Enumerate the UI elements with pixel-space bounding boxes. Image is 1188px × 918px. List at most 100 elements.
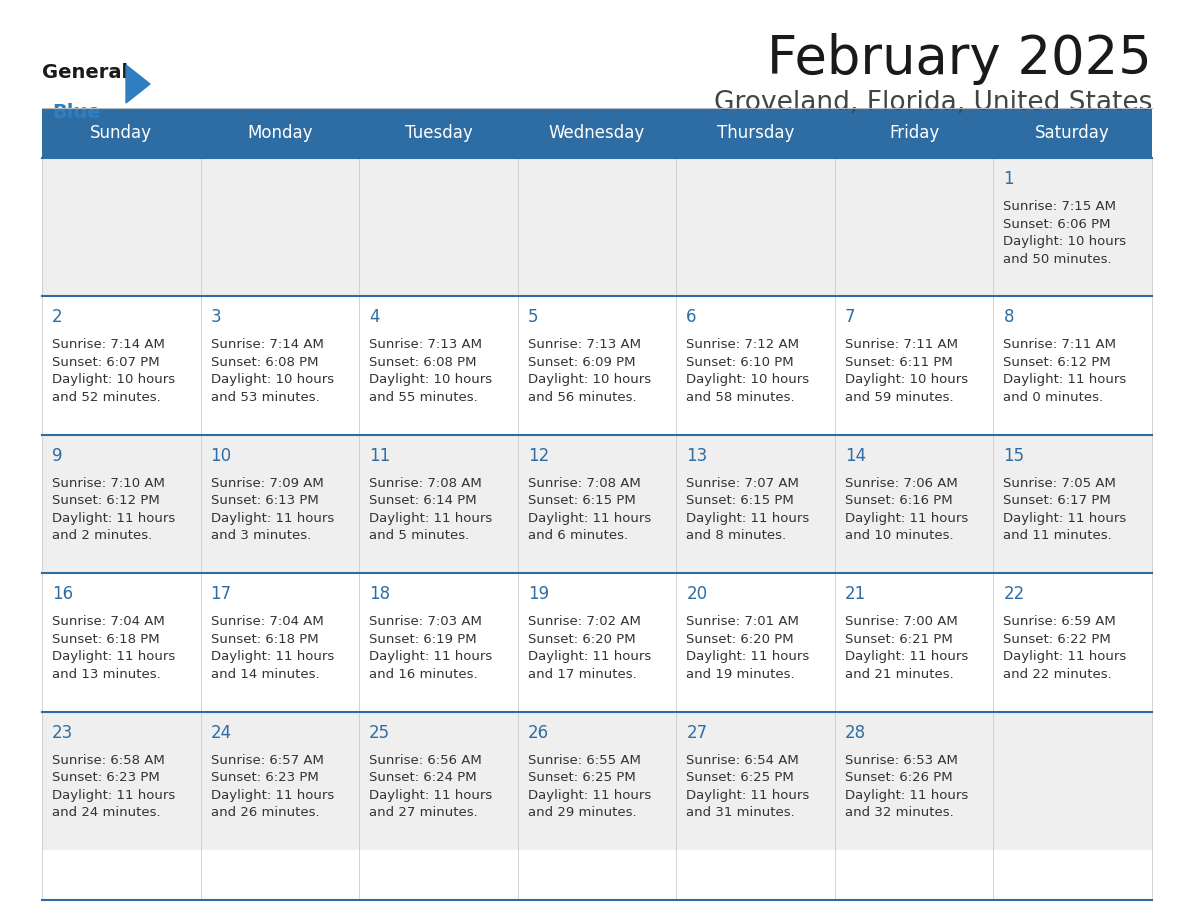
Text: and 24 minutes.: and 24 minutes. — [52, 806, 160, 819]
Text: Daylight: 11 hours: Daylight: 11 hours — [1004, 650, 1126, 663]
Text: Sunrise: 7:04 AM: Sunrise: 7:04 AM — [52, 615, 165, 628]
Text: Sunrise: 7:08 AM: Sunrise: 7:08 AM — [527, 476, 640, 490]
Text: Sunrise: 6:54 AM: Sunrise: 6:54 AM — [687, 754, 800, 767]
Text: and 19 minutes.: and 19 minutes. — [687, 667, 795, 681]
Text: Sunset: 6:15 PM: Sunset: 6:15 PM — [687, 494, 794, 508]
Text: Daylight: 10 hours: Daylight: 10 hours — [527, 374, 651, 386]
Text: Daylight: 11 hours: Daylight: 11 hours — [210, 789, 334, 801]
Text: and 11 minutes.: and 11 minutes. — [1004, 530, 1112, 543]
Text: Sunrise: 6:59 AM: Sunrise: 6:59 AM — [1004, 615, 1117, 628]
Bar — [42, 297, 1152, 435]
Text: Daylight: 11 hours: Daylight: 11 hours — [527, 650, 651, 663]
Text: Sunrise: 7:02 AM: Sunrise: 7:02 AM — [527, 615, 640, 628]
Text: and 10 minutes.: and 10 minutes. — [845, 530, 954, 543]
Text: and 59 minutes.: and 59 minutes. — [845, 391, 954, 404]
Text: Daylight: 11 hours: Daylight: 11 hours — [845, 789, 968, 801]
Text: Sunrise: 7:12 AM: Sunrise: 7:12 AM — [687, 339, 800, 352]
Text: Friday: Friday — [889, 124, 940, 142]
Text: Sunrise: 7:14 AM: Sunrise: 7:14 AM — [210, 339, 323, 352]
Text: Sunrise: 7:11 AM: Sunrise: 7:11 AM — [845, 339, 958, 352]
Text: and 55 minutes.: and 55 minutes. — [369, 391, 478, 404]
Text: 24: 24 — [210, 723, 232, 742]
Text: 15: 15 — [1004, 447, 1024, 465]
Text: and 8 minutes.: and 8 minutes. — [687, 530, 786, 543]
Text: Sunrise: 6:55 AM: Sunrise: 6:55 AM — [527, 754, 640, 767]
Text: Daylight: 11 hours: Daylight: 11 hours — [687, 650, 809, 663]
Text: Sunrise: 6:53 AM: Sunrise: 6:53 AM — [845, 754, 958, 767]
Text: Sunset: 6:12 PM: Sunset: 6:12 PM — [52, 494, 159, 508]
Text: Daylight: 11 hours: Daylight: 11 hours — [527, 512, 651, 525]
Text: and 3 minutes.: and 3 minutes. — [210, 530, 311, 543]
Text: Sunrise: 7:13 AM: Sunrise: 7:13 AM — [369, 339, 482, 352]
Text: Sunset: 6:08 PM: Sunset: 6:08 PM — [210, 356, 318, 369]
Text: and 0 minutes.: and 0 minutes. — [1004, 391, 1104, 404]
Text: and 14 minutes.: and 14 minutes. — [210, 667, 320, 681]
Text: Sunrise: 6:57 AM: Sunrise: 6:57 AM — [210, 754, 323, 767]
Bar — [42, 435, 1152, 573]
Text: Sunset: 6:07 PM: Sunset: 6:07 PM — [52, 356, 159, 369]
Text: General: General — [42, 63, 128, 82]
Text: Sunset: 6:08 PM: Sunset: 6:08 PM — [369, 356, 476, 369]
Text: Sunset: 6:22 PM: Sunset: 6:22 PM — [1004, 633, 1111, 645]
Bar — [42, 108, 201, 158]
Bar — [993, 108, 1152, 158]
Text: Sunset: 6:24 PM: Sunset: 6:24 PM — [369, 771, 476, 784]
Bar — [42, 711, 1152, 850]
Text: Sunrise: 7:04 AM: Sunrise: 7:04 AM — [210, 615, 323, 628]
Text: Sunrise: 6:56 AM: Sunrise: 6:56 AM — [369, 754, 482, 767]
Text: 2: 2 — [52, 308, 63, 327]
Text: Sunrise: 6:58 AM: Sunrise: 6:58 AM — [52, 754, 165, 767]
Text: Sunrise: 7:08 AM: Sunrise: 7:08 AM — [369, 476, 482, 490]
Text: 27: 27 — [687, 723, 707, 742]
Text: Sunset: 6:16 PM: Sunset: 6:16 PM — [845, 494, 953, 508]
Text: Daylight: 11 hours: Daylight: 11 hours — [52, 650, 176, 663]
Text: and 27 minutes.: and 27 minutes. — [369, 806, 478, 819]
Text: 18: 18 — [369, 585, 391, 603]
Text: 8: 8 — [1004, 308, 1013, 327]
Text: 16: 16 — [52, 585, 74, 603]
Text: 12: 12 — [527, 447, 549, 465]
Text: 4: 4 — [369, 308, 380, 327]
Text: Sunset: 6:25 PM: Sunset: 6:25 PM — [687, 771, 794, 784]
Text: 14: 14 — [845, 447, 866, 465]
Text: 9: 9 — [52, 447, 63, 465]
Text: Sunday: Sunday — [90, 124, 152, 142]
Text: Sunset: 6:25 PM: Sunset: 6:25 PM — [527, 771, 636, 784]
Text: Sunrise: 7:07 AM: Sunrise: 7:07 AM — [687, 476, 800, 490]
Text: Daylight: 11 hours: Daylight: 11 hours — [845, 512, 968, 525]
Text: Daylight: 11 hours: Daylight: 11 hours — [687, 512, 809, 525]
Text: and 31 minutes.: and 31 minutes. — [687, 806, 795, 819]
Text: and 32 minutes.: and 32 minutes. — [845, 806, 954, 819]
Text: Daylight: 11 hours: Daylight: 11 hours — [210, 512, 334, 525]
Text: 6: 6 — [687, 308, 697, 327]
Text: Daylight: 10 hours: Daylight: 10 hours — [210, 374, 334, 386]
Text: Sunset: 6:23 PM: Sunset: 6:23 PM — [52, 771, 159, 784]
Text: Sunset: 6:13 PM: Sunset: 6:13 PM — [210, 494, 318, 508]
Text: 26: 26 — [527, 723, 549, 742]
Text: Sunset: 6:20 PM: Sunset: 6:20 PM — [527, 633, 636, 645]
Text: Sunrise: 7:05 AM: Sunrise: 7:05 AM — [1004, 476, 1117, 490]
Bar — [42, 573, 1152, 711]
Text: Sunrise: 7:14 AM: Sunrise: 7:14 AM — [52, 339, 165, 352]
Text: 23: 23 — [52, 723, 74, 742]
Text: Sunset: 6:12 PM: Sunset: 6:12 PM — [1004, 356, 1111, 369]
Text: and 21 minutes.: and 21 minutes. — [845, 667, 954, 681]
Text: Sunrise: 7:10 AM: Sunrise: 7:10 AM — [52, 476, 165, 490]
Text: and 53 minutes.: and 53 minutes. — [210, 391, 320, 404]
Text: and 56 minutes.: and 56 minutes. — [527, 391, 637, 404]
Text: Daylight: 11 hours: Daylight: 11 hours — [52, 789, 176, 801]
Text: Thursday: Thursday — [716, 124, 795, 142]
Text: 17: 17 — [210, 585, 232, 603]
Text: Sunrise: 7:13 AM: Sunrise: 7:13 AM — [527, 339, 640, 352]
Text: 1: 1 — [1004, 170, 1015, 188]
Text: Daylight: 11 hours: Daylight: 11 hours — [1004, 512, 1126, 525]
Text: Saturday: Saturday — [1035, 124, 1110, 142]
Text: Sunset: 6:20 PM: Sunset: 6:20 PM — [687, 633, 794, 645]
Text: Sunset: 6:18 PM: Sunset: 6:18 PM — [52, 633, 159, 645]
Text: Daylight: 11 hours: Daylight: 11 hours — [687, 789, 809, 801]
Text: and 58 minutes.: and 58 minutes. — [687, 391, 795, 404]
Text: Daylight: 11 hours: Daylight: 11 hours — [369, 512, 492, 525]
Text: 19: 19 — [527, 585, 549, 603]
Text: Daylight: 10 hours: Daylight: 10 hours — [687, 374, 809, 386]
Text: 25: 25 — [369, 723, 391, 742]
